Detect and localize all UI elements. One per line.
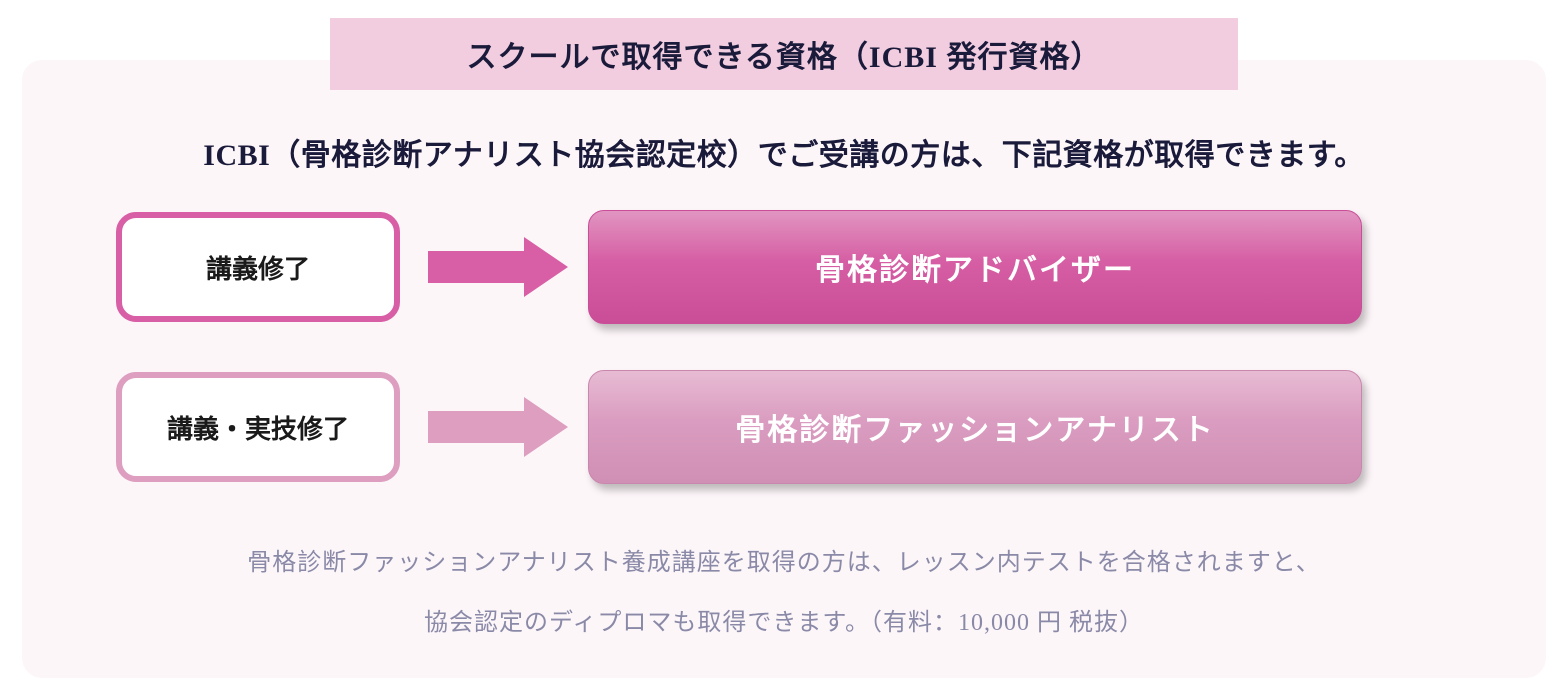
flow-row-2: 講義・実技修了 骨格診断ファッションアナリスト [116, 370, 1362, 484]
qualification-box-2: 骨格診断ファッションアナリスト [588, 370, 1362, 484]
requirement-label: 講義修了 [206, 249, 310, 286]
qualification-label: 骨格診断ファッションアナリスト [735, 405, 1214, 449]
arrow-icon [428, 237, 578, 297]
requirement-box-1: 講義修了 [116, 212, 400, 322]
footer-line-2: 協会認定のディプロマも取得できます。（有料：10,000 円 税抜） [0, 602, 1568, 637]
title-text: スクールで取得できる資格（ICBI 発行資格） [467, 32, 1102, 76]
requirement-box-2: 講義・実技修了 [116, 372, 400, 482]
flow-row-1: 講義修了 骨格診断アドバイザー [116, 210, 1362, 324]
subtitle-text: ICBI（骨格診断アナリスト協会認定校）でご受講の方は、下記資格が取得できます。 [0, 130, 1568, 174]
qualification-label: 骨格診断アドバイザー [815, 245, 1135, 289]
requirement-label: 講義・実技修了 [167, 409, 349, 446]
arrow-icon [428, 397, 578, 457]
title-banner: スクールで取得できる資格（ICBI 発行資格） [330, 18, 1238, 90]
qualification-box-1: 骨格診断アドバイザー [588, 210, 1362, 324]
footer-line-1: 骨格診断ファッションアナリスト養成講座を取得の方は、レッスン内テストを合格されま… [0, 542, 1568, 577]
